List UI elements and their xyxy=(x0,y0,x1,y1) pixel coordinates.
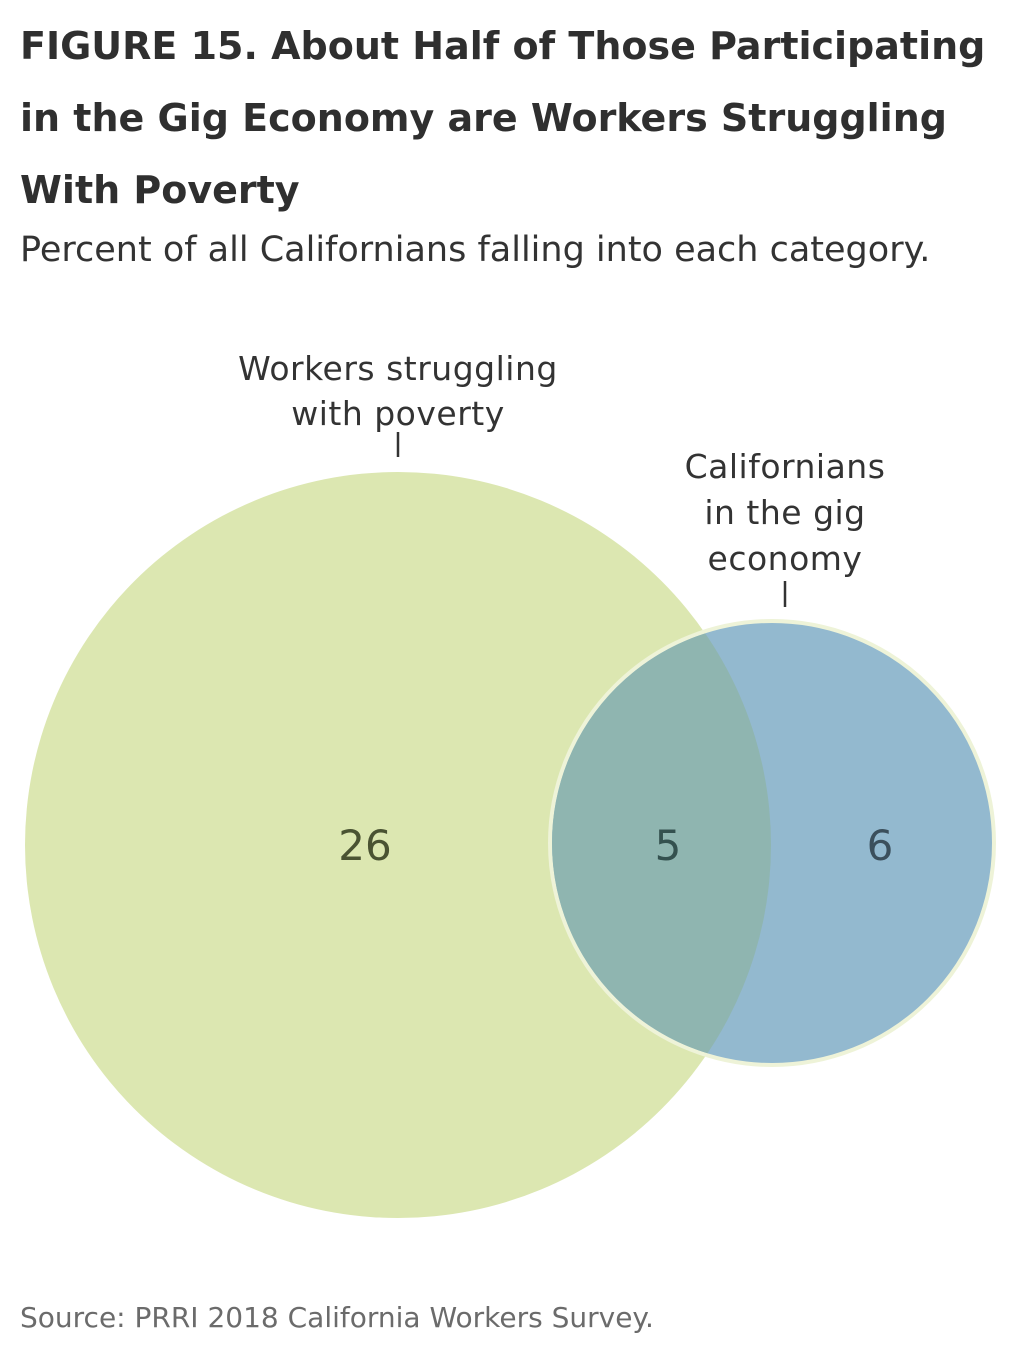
gig-label-line-1: Californians xyxy=(685,447,886,486)
poverty-label-line-1: Workers struggling xyxy=(238,349,558,388)
poverty-label-line-2: with poverty xyxy=(291,394,505,433)
source-note: Source: PRRI 2018 California Workers Sur… xyxy=(20,1301,654,1334)
intersection-value: 5 xyxy=(655,821,682,870)
gig-only-value: 6 xyxy=(867,821,894,870)
gig-label-line-2: in the gig xyxy=(704,493,865,532)
figure-title: FIGURE 15. About Half of Those Participa… xyxy=(20,24,986,212)
overlap-region xyxy=(552,623,771,1063)
figure-subtitle: Percent of all Californians falling into… xyxy=(20,230,931,270)
poverty-only-value: 26 xyxy=(338,821,391,870)
poverty-circle xyxy=(25,472,771,1218)
gig-label-line-3: economy xyxy=(708,539,863,578)
